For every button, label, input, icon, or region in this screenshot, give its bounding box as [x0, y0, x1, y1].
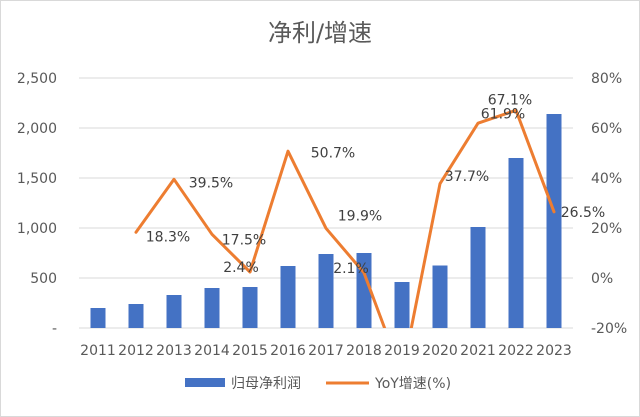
- x-tick-label: 2011: [80, 343, 116, 359]
- bar: [90, 308, 106, 328]
- data-labels: 18.3% 39.5% 17.5% 2.4% 50.7% 19.9% 2.1% 37.7% 61…: [146, 92, 605, 277]
- data-label: 19.9%: [338, 208, 382, 224]
- yoy-line: [134, 108, 556, 328]
- x-tick-label: 2018: [346, 343, 382, 359]
- y-left-tick-label: 1,000: [17, 221, 57, 237]
- bar-series: [90, 114, 562, 328]
- bar: [356, 253, 372, 328]
- y-left-tick-label: 1,500: [17, 171, 57, 187]
- data-label: 17.5%: [222, 232, 266, 248]
- bar: [546, 114, 562, 328]
- data-label: 50.7%: [311, 145, 355, 161]
- y-right-tick-label: 60%: [591, 121, 622, 137]
- data-label: 26.5%: [561, 205, 605, 221]
- y-left-tick-label: 2,500: [17, 71, 57, 87]
- data-label: 2.4%: [223, 260, 259, 276]
- bar: [470, 227, 486, 328]
- legend: 归母净利润 YoY增速(%): [185, 375, 451, 392]
- x-tick-label: 2023: [536, 343, 572, 359]
- y-right-tick-label: 40%: [591, 171, 622, 187]
- y-right-tick-label: 20%: [591, 221, 622, 237]
- bar: [128, 304, 144, 328]
- x-tick-label: 2013: [156, 343, 192, 359]
- y-right-tick-label: 80%: [591, 71, 622, 87]
- y-left-tick-label: 2,000: [17, 121, 57, 137]
- x-tick-label: 2019: [384, 343, 420, 359]
- x-tick-label: 2020: [422, 343, 458, 359]
- bar: [394, 282, 410, 328]
- legend-line-label: YoY增速(%): [374, 376, 451, 392]
- x-tick-label: 2022: [498, 343, 534, 359]
- x-tick-label: 2012: [118, 343, 154, 359]
- bar: [432, 265, 448, 328]
- data-label: 2.1%: [333, 261, 369, 277]
- bar: [318, 254, 334, 328]
- legend-bar-swatch: [185, 378, 225, 387]
- chart-title: 净利/增速: [268, 19, 372, 47]
- x-tick-label: 2014: [194, 343, 230, 359]
- x-tick-label: 2016: [270, 343, 306, 359]
- x-tick-label: 2017: [308, 343, 344, 359]
- bar: [508, 158, 524, 328]
- y-left-tick-label: 500: [30, 271, 57, 287]
- bar: [280, 266, 296, 328]
- x-tick-label: 2015: [232, 343, 268, 359]
- data-label: 67.1%: [488, 92, 532, 108]
- bar: [204, 288, 220, 328]
- data-label: 39.5%: [189, 175, 233, 191]
- data-label: 37.7%: [445, 169, 489, 185]
- bar: [166, 295, 182, 328]
- left-axis: - 500 1,000 1,500 2,000 2,500: [17, 71, 57, 337]
- data-label: 18.3%: [146, 229, 190, 245]
- legend-bar-label: 归母净利润: [231, 375, 301, 392]
- y-left-tick-label: -: [52, 321, 57, 337]
- line-series: [134, 108, 556, 328]
- y-right-tick-label: -20%: [591, 321, 627, 337]
- right-axis: -20% 0% 20% 40% 60% 80%: [591, 71, 627, 337]
- x-axis: 2011 2012 2013 2014 2015 2016 2017 2018 2019 2020…: [80, 343, 572, 359]
- x-tick-label: 2021: [460, 343, 496, 359]
- data-label: 61.9%: [481, 106, 525, 122]
- y-right-tick-label: 0%: [591, 271, 613, 287]
- bar: [242, 287, 258, 328]
